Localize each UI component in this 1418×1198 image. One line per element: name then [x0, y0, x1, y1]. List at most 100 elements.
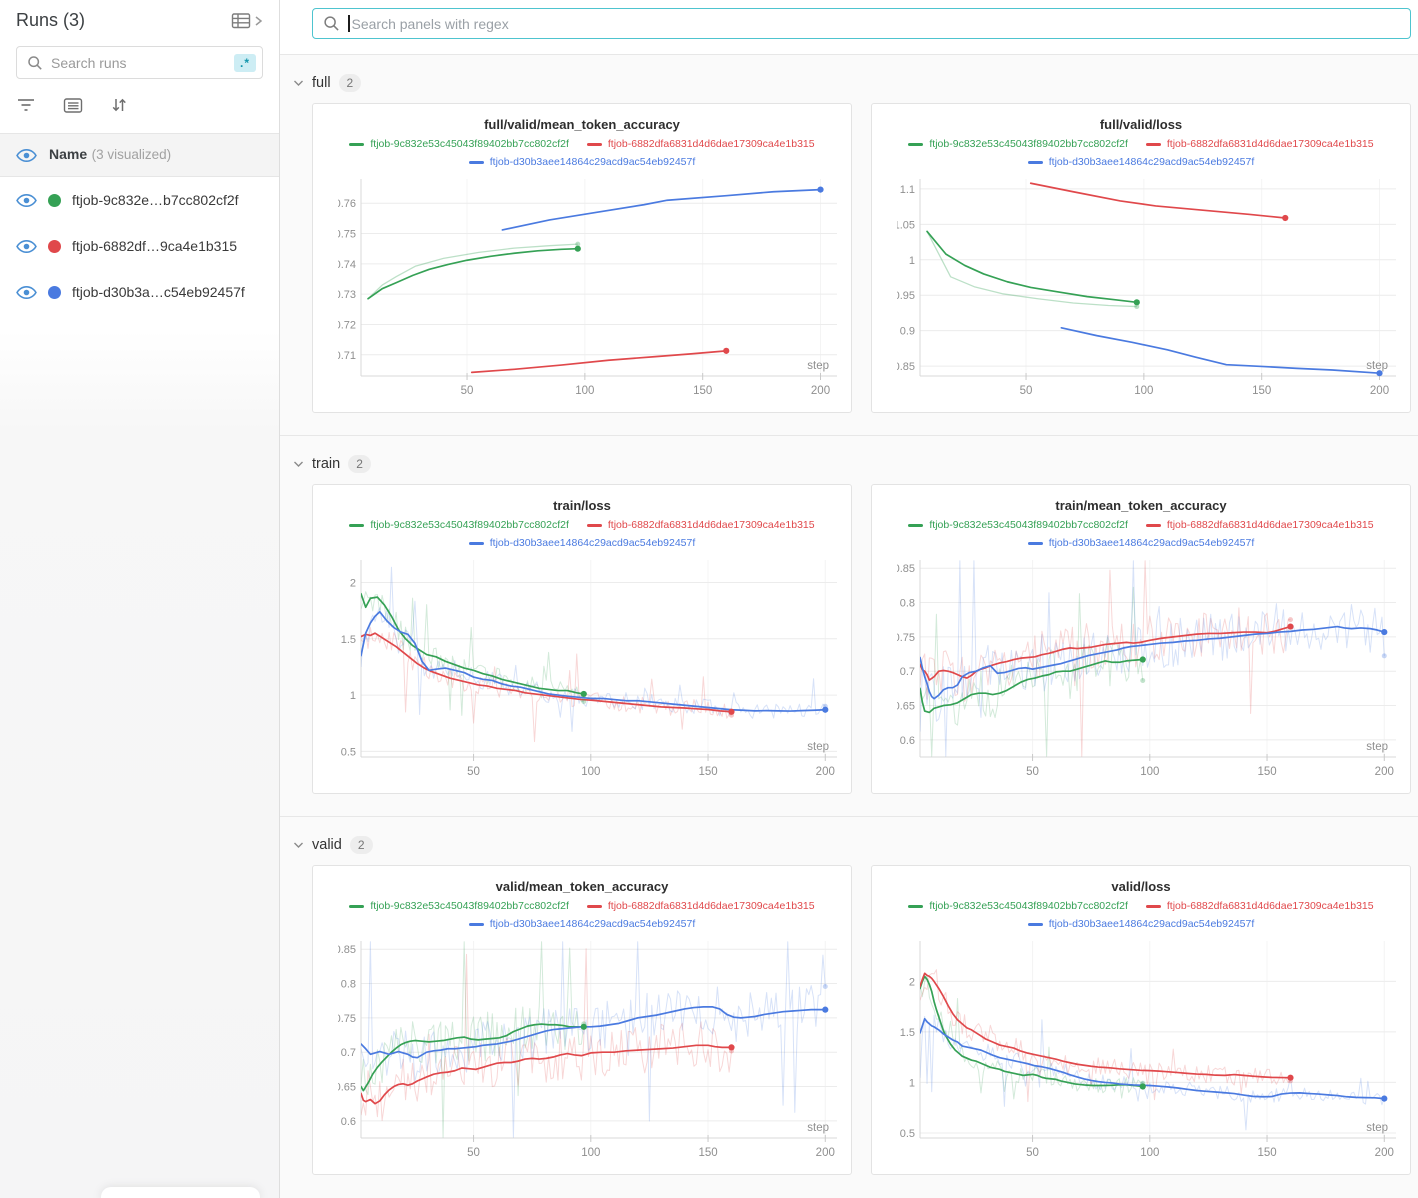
workspace-main: Search panels with regex full 2 full/val… — [280, 0, 1418, 1198]
visibility-eye-icon[interactable] — [16, 193, 37, 208]
svg-text:0.65: 0.65 — [335, 1082, 356, 1094]
legend-item[interactable]: ftjob-d30b3aee14864c29acd9ac54eb92457f — [1027, 537, 1254, 549]
svg-text:0.7: 0.7 — [341, 1047, 356, 1059]
svg-text:200: 200 — [1375, 766, 1394, 778]
chart-panel: valid/mean_token_accuracy ftjob-9c832e53c… — [312, 865, 852, 1175]
legend-dash-icon — [468, 922, 484, 926]
section-valid: valid 2 valid/mean_token_accuracy ftjob-9… — [280, 836, 1418, 1175]
expand-chevron-icon[interactable] — [254, 15, 263, 27]
svg-text:50: 50 — [467, 766, 480, 778]
runs-table-icon[interactable] — [231, 12, 252, 30]
legend-run-name: ftjob-6882dfa6831d4d6dae17309ca4e1b315 — [1166, 900, 1374, 912]
legend-item[interactable]: ftjob-6882dfa6831d4d6dae17309ca4e1b315 — [1145, 519, 1374, 531]
visibility-all-eye-icon[interactable] — [16, 148, 37, 163]
visibility-eye-icon[interactable] — [16, 285, 37, 300]
legend-item[interactable]: ftjob-d30b3aee14864c29acd9ac54eb92457f — [1027, 156, 1254, 168]
chart-canvas[interactable]: 0.85 0.9 0.95 1 1.05 1.1 50 100 150 200 step — [872, 171, 1410, 406]
svg-text:step: step — [807, 741, 829, 753]
legend-item[interactable]: ftjob-6882dfa6831d4d6dae17309ca4e1b315 — [586, 519, 815, 531]
svg-text:50: 50 — [1026, 1147, 1039, 1159]
svg-text:50: 50 — [461, 385, 474, 397]
text-caret — [348, 15, 350, 32]
legend-item[interactable]: ftjob-6882dfa6831d4d6dae17309ca4e1b315 — [1145, 900, 1374, 912]
svg-text:0.6: 0.6 — [900, 735, 915, 747]
svg-text:0.71: 0.71 — [335, 350, 356, 362]
columns-list-icon[interactable] — [63, 97, 83, 114]
legend-dash-icon — [1145, 523, 1161, 527]
chart-canvas[interactable]: 0.71 0.72 0.73 0.74 0.75 0.76 50 100 150 200 step — [313, 171, 851, 406]
chart-canvas[interactable]: 0.6 0.65 0.7 0.75 0.8 0.85 50 100 150 200 step — [313, 933, 851, 1168]
legend-item[interactable]: ftjob-9c832e53c45043f89402bb7cc802cf2f — [349, 900, 569, 912]
section-label: full — [312, 75, 331, 91]
svg-text:0.5: 0.5 — [900, 1128, 915, 1140]
legend-run-name: ftjob-9c832e53c45043f89402bb7cc802cf2f — [929, 900, 1128, 912]
regex-toggle-button[interactable]: .* — [233, 53, 256, 72]
run-name[interactable]: ftjob-9c832e…b7cc802cf2f — [72, 192, 239, 208]
search-runs-input[interactable]: Search runs .* — [16, 46, 263, 79]
section-divider — [280, 816, 1418, 817]
legend-item[interactable]: ftjob-d30b3aee14864c29acd9ac54eb92457f — [1027, 918, 1254, 930]
svg-text:step: step — [807, 1122, 829, 1134]
run-row[interactable]: ftjob-6882df…9ca4e1b315 — [0, 223, 279, 269]
legend-item[interactable]: ftjob-d30b3aee14864c29acd9ac54eb92457f — [468, 156, 695, 168]
svg-text:150: 150 — [1257, 766, 1276, 778]
svg-text:step: step — [1366, 741, 1388, 753]
svg-text:0.74: 0.74 — [335, 259, 356, 271]
filter-icon[interactable] — [16, 97, 36, 113]
chart-canvas[interactable]: 0.5 1 1.5 2 50 100 150 200 step — [313, 552, 851, 787]
chart-panel: train/mean_token_accuracy ftjob-9c832e53c… — [871, 484, 1411, 794]
legend-item[interactable]: ftjob-9c832e53c45043f89402bb7cc802cf2f — [349, 138, 569, 150]
svg-text:200: 200 — [1370, 385, 1389, 397]
visibility-eye-icon[interactable] — [16, 239, 37, 254]
legend-dash-icon — [908, 142, 924, 146]
panel-search-bar: Search panels with regex — [280, 0, 1418, 55]
chart-title: full/valid/loss — [1099, 117, 1183, 132]
svg-text:0.8: 0.8 — [900, 598, 915, 610]
name-column-header: Name — [49, 146, 88, 162]
svg-text:2: 2 — [350, 578, 356, 590]
legend-item[interactable]: ftjob-9c832e53c45043f89402bb7cc802cf2f — [908, 900, 1128, 912]
sort-icon[interactable] — [110, 96, 128, 114]
legend-run-name: ftjob-9c832e53c45043f89402bb7cc802cf2f — [370, 138, 569, 150]
svg-text:step: step — [807, 360, 829, 372]
legend-run-name: ftjob-d30b3aee14864c29acd9ac54eb92457f — [489, 537, 696, 549]
svg-text:0.9: 0.9 — [900, 326, 915, 338]
search-runs-placeholder: Search runs — [51, 54, 127, 71]
svg-text:0.75: 0.75 — [335, 229, 356, 241]
chart-canvas[interactable]: 0.6 0.65 0.7 0.75 0.8 0.85 50 100 150 200 step — [872, 552, 1410, 787]
search-panels-input[interactable]: Search panels with regex — [312, 8, 1411, 39]
section-header-valid[interactable]: valid 2 — [280, 836, 1418, 854]
run-name[interactable]: ftjob-d30b3a…c54eb92457f — [72, 284, 245, 300]
run-row[interactable]: ftjob-d30b3a…c54eb92457f — [0, 269, 279, 315]
legend-item[interactable]: ftjob-6882dfa6831d4d6dae17309ca4e1b315 — [586, 138, 815, 150]
legend-item[interactable]: ftjob-d30b3aee14864c29acd9ac54eb92457f — [468, 537, 696, 549]
legend-item[interactable]: ftjob-6882dfa6831d4d6dae17309ca4e1b315 — [1145, 138, 1374, 150]
svg-text:0.7: 0.7 — [900, 666, 915, 678]
svg-text:50: 50 — [467, 1147, 480, 1159]
legend-item[interactable]: ftjob-6882dfa6831d4d6dae17309ca4e1b315 — [586, 900, 815, 912]
legend-item[interactable]: ftjob-d30b3aee14864c29acd9ac54eb92457f — [468, 918, 695, 930]
section-train: train 2 train/loss ftjob-9c832e53c45043f8… — [280, 455, 1418, 794]
legend-item[interactable]: ftjob-9c832e53c45043f89402bb7cc802cf2f — [908, 519, 1128, 531]
svg-text:200: 200 — [811, 385, 830, 397]
legend-item[interactable]: ftjob-9c832e53c45043f89402bb7cc802cf2f — [908, 138, 1128, 150]
svg-text:0.75: 0.75 — [894, 632, 915, 644]
run-name[interactable]: ftjob-6882df…9ca4e1b315 — [72, 238, 238, 254]
section-header-train[interactable]: train 2 — [280, 455, 1418, 473]
runs-sidebar: Runs (3) — [0, 0, 280, 1198]
legend-dash-icon — [1027, 541, 1043, 545]
svg-text:0.8: 0.8 — [341, 979, 356, 991]
run-row[interactable]: ftjob-9c832e…b7cc802cf2f — [0, 177, 279, 223]
section-header-full[interactable]: full 2 — [280, 74, 1418, 92]
legend-dash-icon — [1027, 160, 1043, 164]
svg-text:step: step — [1366, 1122, 1388, 1134]
legend-item[interactable]: ftjob-9c832e53c45043f89402bb7cc802cf2f — [349, 519, 569, 531]
chart-title: train/mean_token_accuracy — [1055, 498, 1227, 513]
chart-title: train/loss — [553, 498, 611, 513]
svg-text:0.76: 0.76 — [335, 198, 356, 210]
svg-text:0.75: 0.75 — [335, 1013, 356, 1025]
legend-dash-icon — [468, 160, 484, 164]
chart-canvas[interactable]: 0.5 1 1.5 2 50 100 150 200 step — [872, 933, 1410, 1168]
chart-title: full/valid/mean_token_accuracy — [484, 117, 680, 132]
legend-dash-icon — [468, 541, 484, 545]
